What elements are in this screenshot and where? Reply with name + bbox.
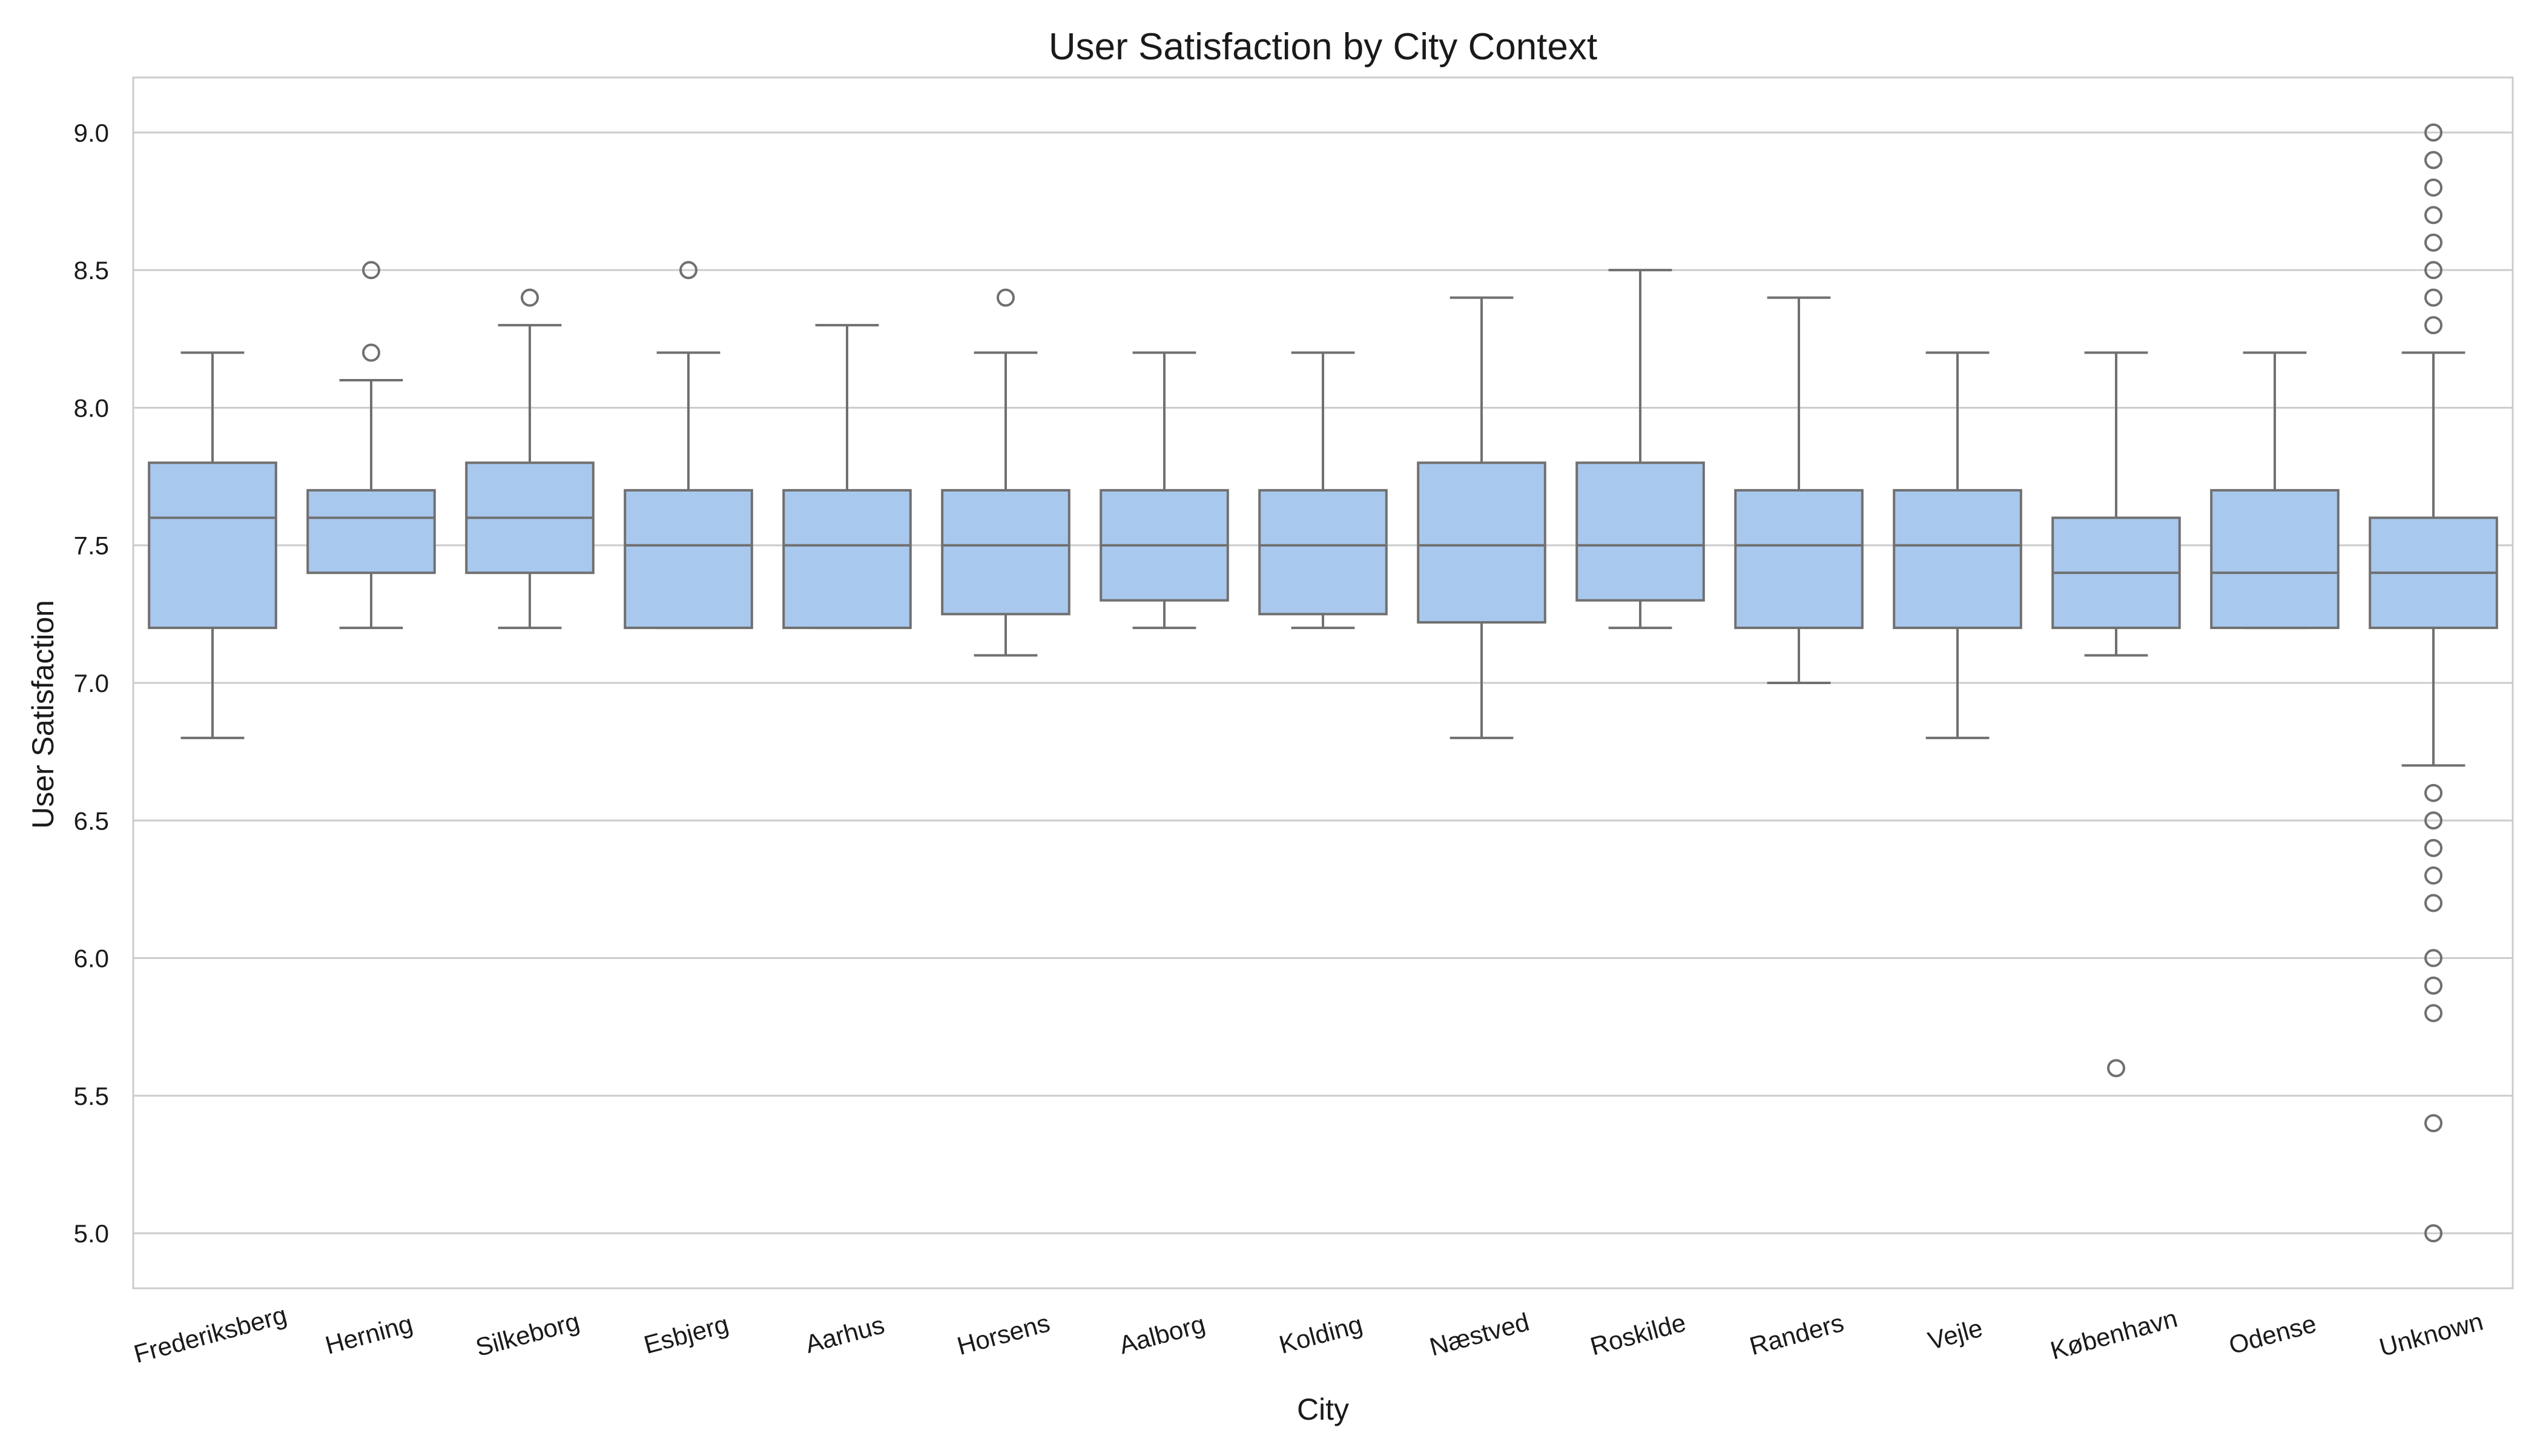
outlier-point [679,261,698,280]
x-tick-label: Esbjerg [641,1309,731,1359]
outlier-point [521,288,539,307]
outlier-point [2424,1004,2442,1023]
outlier-point [2424,178,2442,197]
x-axis-label: City [1297,1392,1349,1426]
iqr-box [1575,461,1705,602]
x-tick-label: Odense [2226,1309,2319,1359]
box-silkeborg [465,288,595,630]
y-tick-label: 8.5 [74,256,109,285]
box-roskilde [1575,269,1705,630]
iqr-box [1258,489,1388,616]
x-tick-label: Aarhus [802,1310,888,1359]
y-tick-label: 8.0 [74,394,109,422]
x-tick-label: Unknown [2376,1307,2486,1362]
iqr-box [1417,461,1546,624]
outlier-point [2424,866,2442,885]
iqr-box [1893,489,2022,630]
outlier-point [2424,783,2442,802]
y-tick-labels: 5.0 5.5 6.0 6.5 7.0 7.5 8.0 8.5 9.0 [74,119,109,1248]
outlier-point [362,261,380,280]
box-randers [1734,296,1864,684]
iqr-box [624,489,753,630]
x-tick-label: Vejle [1925,1314,1985,1356]
chart-title: User Satisfaction by City Context [1049,26,1597,68]
box-vejle [1893,351,2022,739]
box-herning [306,261,436,630]
iqr-box [148,461,277,630]
y-axis-label: User Satisfaction [26,600,60,829]
outlier-point [2424,288,2442,307]
iqr-box [941,489,1070,616]
box-horsens [941,288,1070,657]
y-tick-label: 6.5 [74,806,109,835]
outlier-point [2424,151,2442,170]
box-næstved [1417,296,1546,739]
outlier-point [997,288,1015,307]
outlier-point [2424,261,2442,280]
iqr-box [2210,489,2340,630]
outlier-point [2424,316,2442,335]
boxes-layer [148,123,2498,1243]
box-frederiksberg [148,351,277,739]
outlier-point [2424,838,2442,857]
box-københavn [2051,351,2181,1078]
iqr-box [1734,489,1864,630]
box-aarhus [782,324,912,630]
outlier-point [362,343,380,362]
y-tick-label: 7.5 [74,532,109,560]
x-tick-label: Frederiksberg [131,1300,289,1368]
x-tick-label: Kolding [1276,1309,1365,1359]
box-esbjerg [624,261,753,630]
x-tick-labels: Frederiksberg Herning Silkeborg Esbjerg Aarh… [131,1300,2486,1368]
x-tick-label: København [2047,1303,2180,1365]
x-tick-label: Aalborg [1116,1309,1208,1360]
outlier-point [2424,1224,2442,1243]
x-tick-label: Roskilde [1587,1308,1689,1360]
y-tick-label: 6.0 [74,944,109,973]
y-tick-label: 9.0 [74,119,109,147]
box-odense [2210,351,2340,630]
x-tick-label: Næstved [1427,1308,1532,1362]
grid-layer [133,131,2513,1234]
outlier-point [2424,949,2442,967]
y-tick-label: 5.0 [74,1219,109,1248]
x-tick-label: Silkeborg [473,1307,582,1362]
outlier-point [2424,977,2442,995]
x-tick-label: Horsens [954,1308,1053,1360]
outlier-point [2424,1114,2442,1133]
box-kolding [1258,351,1388,630]
y-tick-label: 7.0 [74,669,109,697]
outlier-point [2107,1059,2125,1078]
plot-frame [132,76,2514,1290]
box-aalborg [1100,351,1229,630]
outlier-point [2424,123,2442,142]
x-tick-label: Randers [1746,1308,1847,1360]
outlier-point [2424,206,2442,225]
y-tick-label: 5.5 [74,1082,109,1110]
x-tick-label: Herning [322,1309,415,1359]
outlier-point [2424,233,2442,252]
outlier-point [2424,811,2442,830]
iqr-box [306,489,436,575]
iqr-box [782,489,912,630]
box-unknown [2369,123,2498,1243]
outlier-point [2424,894,2442,912]
